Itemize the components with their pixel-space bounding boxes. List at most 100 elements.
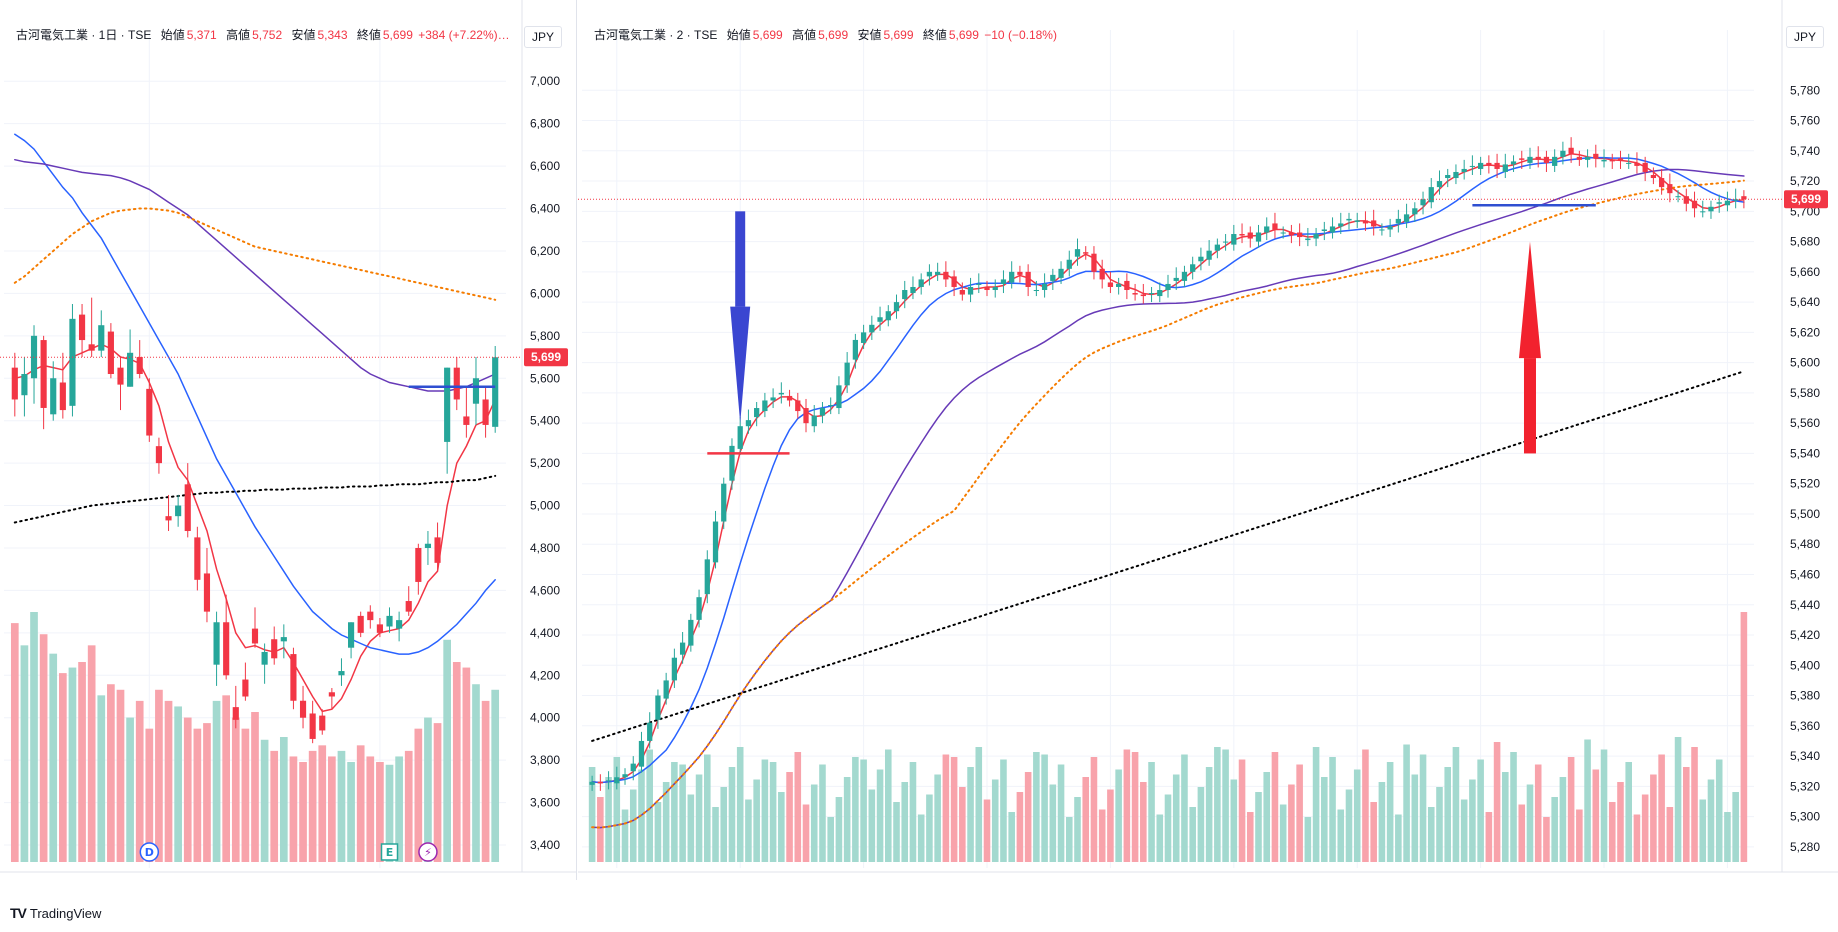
volume-bar	[1312, 747, 1320, 862]
candle	[819, 401, 826, 424]
candle-body	[1700, 211, 1706, 213]
volume-bar	[1362, 749, 1369, 862]
volume-bar	[366, 756, 375, 862]
volume-bar	[1526, 784, 1534, 862]
volume-bar	[1016, 792, 1024, 862]
candle-body	[1445, 175, 1451, 179]
volume-bar	[745, 799, 752, 862]
currency-button[interactable]: JPY	[524, 26, 563, 48]
candle	[630, 756, 636, 781]
y-tick-label: 5,480	[1790, 537, 1820, 551]
candle-body	[78, 314, 86, 341]
y-tick-label: 5,440	[1790, 598, 1820, 612]
daily-chart-pane[interactable]: 3,400 3,600 3,800 4,000 4,200 4,400 4,600 4,800…	[0, 0, 577, 880]
close-value: 5,699	[382, 28, 413, 42]
candle-body	[1017, 271, 1023, 275]
candle	[1675, 190, 1681, 203]
volume-bar	[1181, 754, 1188, 862]
volume-bar	[1518, 804, 1526, 862]
volume-bar	[728, 767, 736, 862]
volume-bar	[1024, 772, 1032, 862]
candle-body	[795, 400, 801, 412]
volume-bar	[1090, 757, 1098, 862]
candle-body	[935, 271, 941, 275]
tradingview-brand[interactable]: TV TradingView	[10, 905, 101, 921]
volume-bar	[934, 774, 941, 862]
candle-body	[1091, 253, 1097, 272]
candle-body	[1420, 199, 1426, 206]
candle-body	[309, 713, 316, 739]
volume-bar	[884, 749, 892, 862]
y-tick-label: 5,620	[1790, 325, 1820, 339]
volume-bar	[646, 749, 653, 862]
candle	[926, 264, 933, 286]
candle	[1708, 200, 1714, 219]
candle	[1272, 212, 1278, 239]
candle	[1453, 164, 1459, 185]
volume-bar	[1502, 772, 1509, 862]
volume-bar	[39, 634, 48, 862]
volume-bar	[1164, 794, 1172, 862]
volume-bar	[1419, 754, 1427, 862]
candle-body	[299, 700, 307, 718]
volume-bar	[926, 794, 933, 862]
volume-bar	[1403, 744, 1410, 862]
candle-body	[1724, 200, 1731, 206]
y-tick-label: 5,720	[1790, 174, 1820, 188]
open-label: 始値	[160, 28, 185, 42]
candle	[1650, 167, 1657, 185]
volume-bar	[1082, 777, 1090, 862]
volume-bar	[613, 757, 621, 862]
candle-body	[745, 420, 752, 427]
candle-body	[232, 707, 239, 720]
x-tick-label: 11:00	[1096, 879, 1125, 880]
volume-bar	[1452, 747, 1460, 862]
candle-body	[1132, 293, 1138, 295]
arrow-head	[1518, 241, 1541, 359]
intraday-chart-pane[interactable]: 5,280 5,300 5,320 5,340 5,360 5,380 5,400 5,420…	[578, 0, 1838, 880]
y-tick-label: 6,200	[530, 244, 560, 258]
volume-bar	[1345, 789, 1353, 862]
y-tick-label: 3,400	[530, 838, 560, 852]
candle	[1231, 224, 1237, 251]
candle-body	[630, 763, 636, 772]
volume-bar	[1238, 759, 1246, 862]
candle	[357, 611, 364, 638]
volume-bar	[1740, 612, 1748, 862]
candle	[1198, 247, 1204, 271]
candle	[1568, 137, 1574, 163]
volume-bar	[1411, 774, 1419, 862]
volume-bar	[49, 653, 58, 862]
candle-body	[762, 400, 768, 412]
candle-body	[117, 367, 124, 385]
volume-bar	[279, 737, 288, 862]
last-price-tag	[1784, 190, 1828, 209]
y-tick-label: 5,000	[530, 499, 560, 513]
candle	[721, 477, 727, 530]
high-label: 高値	[792, 28, 817, 42]
candle-body	[1675, 196, 1681, 198]
y-tick-label: 5,360	[1790, 719, 1820, 733]
candle	[1214, 238, 1220, 259]
volume-bar	[1288, 784, 1295, 862]
candle	[1140, 283, 1146, 304]
intraday-chart-canvas[interactable]: 5,280 5,300 5,320 5,340 5,360 5,380 5,400 5,420…	[578, 0, 1838, 880]
change-value: +384 (+7.22%)…	[418, 28, 510, 42]
candle-body	[1140, 294, 1146, 297]
y-tick-label: 5,500	[1790, 507, 1820, 521]
symbol-title[interactable]: 古河電気工業 · 1日 · TSE	[16, 28, 152, 42]
moving-average-line	[591, 370, 1745, 742]
candle-body	[1157, 290, 1163, 297]
candle-body	[1009, 271, 1015, 283]
candle	[127, 329, 134, 387]
close-label: 終値	[922, 28, 947, 42]
currency-button[interactable]: JPY	[1786, 26, 1825, 48]
volume-bar	[654, 802, 662, 862]
symbol-title[interactable]: 古河電気工業 · 2 · TSE	[594, 28, 718, 42]
volume-bar	[868, 789, 876, 862]
y-tick-label: 7,000	[530, 74, 560, 88]
volume-bar	[704, 754, 711, 862]
daily-chart-canvas[interactable]: 3,400 3,600 3,800 4,000 4,200 4,400 4,600 4,800…	[0, 0, 576, 880]
candle	[967, 277, 974, 303]
candle	[1346, 212, 1352, 230]
